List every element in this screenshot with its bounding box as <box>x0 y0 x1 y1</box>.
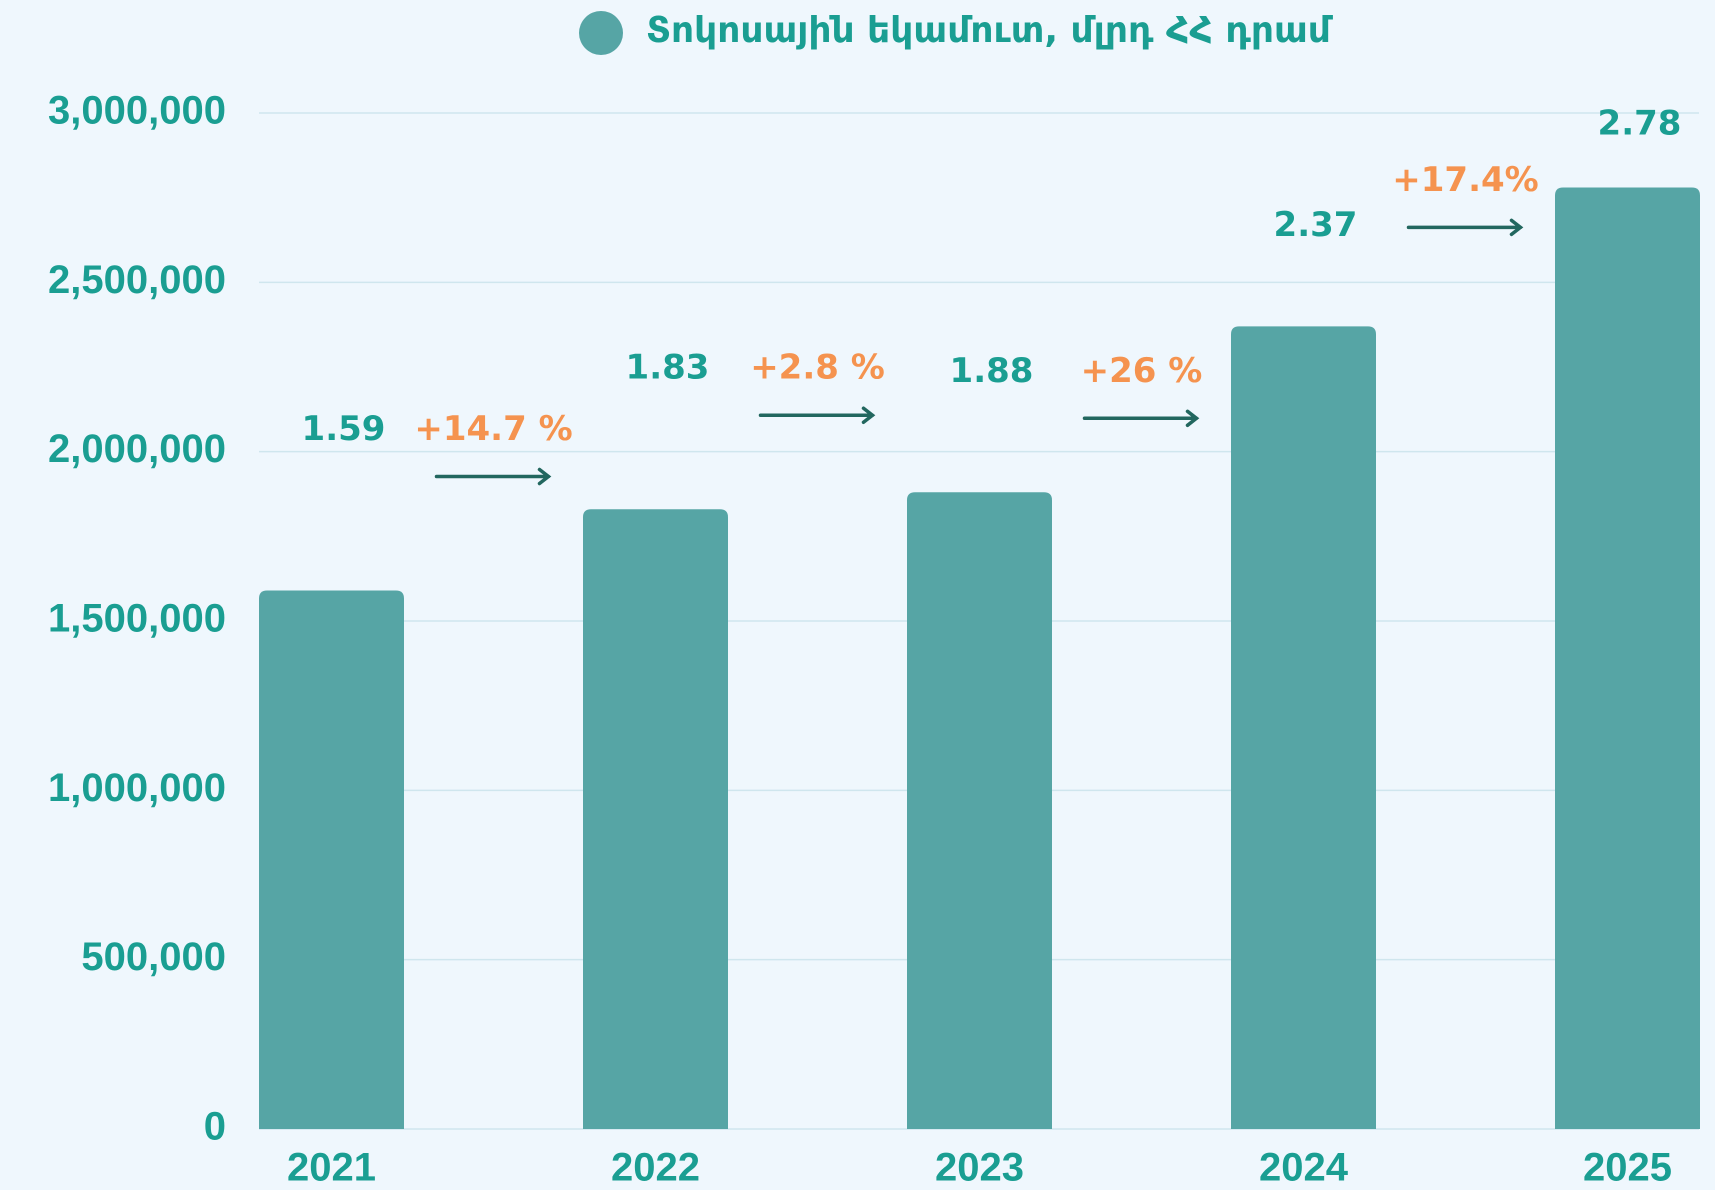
value-label: 1.83 <box>626 348 710 388</box>
y-tick-label: 1,500,000 <box>48 597 226 641</box>
y-tick-label: 1,000,000 <box>48 766 226 810</box>
bar <box>907 492 1052 1130</box>
value-label: 2.78 <box>1598 104 1682 144</box>
growth-annotation: +26 % <box>1081 351 1203 391</box>
growth-annotation: +2.8 % <box>750 348 885 388</box>
x-tick-label: 2024 <box>1259 1146 1349 1190</box>
y-tick-label: 2,000,000 <box>48 427 226 471</box>
x-tick-label: 2022 <box>611 1146 700 1190</box>
x-tick-label: 2023 <box>935 1146 1024 1190</box>
y-tick-label: 500,000 <box>81 935 226 979</box>
bar <box>1231 326 1376 1129</box>
x-tick-label: 2021 <box>287 1146 376 1190</box>
value-label: 1.88 <box>950 351 1034 391</box>
arrow <box>1082 409 1200 428</box>
y-tick-label: 0 <box>204 1105 226 1149</box>
growth-annotation: +17.4% <box>1392 160 1538 200</box>
legend-marker <box>579 11 623 55</box>
value-label: 1.59 <box>302 409 386 449</box>
bar <box>259 590 404 1129</box>
arrow <box>1406 218 1524 237</box>
x-tick-label: 2025 <box>1583 1146 1672 1190</box>
arrow <box>434 467 552 486</box>
y-tick-label: 3,000,000 <box>48 89 226 133</box>
arrow <box>758 406 876 424</box>
bar <box>1555 187 1700 1130</box>
y-tick-label: 2,500,000 <box>48 258 226 302</box>
bar <box>583 509 728 1129</box>
growth-annotation: +14.7 % <box>414 409 572 449</box>
legend-label: Տոկոսային եկամուտ, մլրդ ՀՀ դրամ <box>646 10 1334 51</box>
value-label: 2.37 <box>1274 205 1358 245</box>
